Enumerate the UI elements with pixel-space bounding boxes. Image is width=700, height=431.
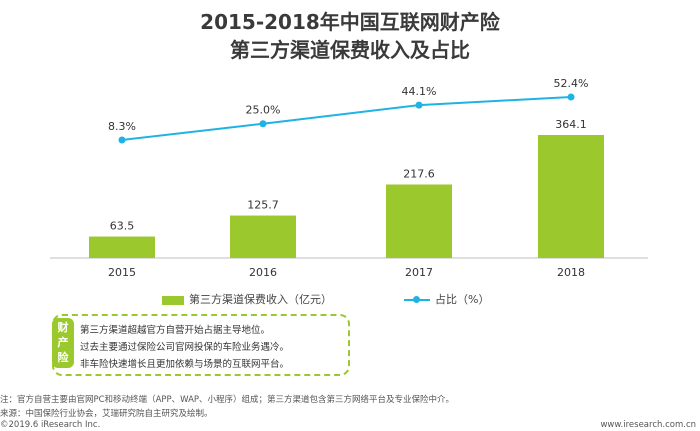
note-tab-char: 产 [57,336,69,349]
x-tick-2016: 2016 [249,266,277,279]
legend-line-swatch [404,296,430,303]
x-tick-2018: 2018 [557,266,585,279]
legend-line-label: 占比（%） [435,293,490,306]
x-tick-2017: 2017 [405,266,433,279]
chart-area: 63.5 2015 125.7 2016 217.6 2017 364.1 2018 8.3% 2… [50,77,648,279]
bar-label-2017: 217.6 [403,167,435,180]
bar-2018 [538,135,604,258]
line-point-2015 [118,136,126,144]
note-tab-char: 财 [57,321,69,334]
line-label-2018: 52.4% [554,77,589,90]
x-tick-2015: 2015 [108,266,136,279]
line-point-2016 [259,120,267,128]
note-tab-text: 财产险 [52,320,74,365]
chart-subtitle: 第三方渠道保费收入及占比 [230,38,470,62]
line-label-2016: 25.0% [246,104,281,117]
line-label-2017: 44.1% [402,85,437,98]
line-label-2015: 8.3% [108,120,136,133]
legend-bar-swatch [162,295,184,305]
note-tab: 财产险 [52,318,74,368]
note-line-2: 过去主要通过保险公司官网投保的车险业务遇冷。 [80,342,290,353]
legend-bar-label: 第三方渠道保费收入（亿元） [189,293,332,306]
note-tab-char: 险 [57,351,69,364]
chart-title: 2015-2018年中国互联网财产险 [200,10,500,34]
bar-label-2018: 364.1 [555,118,587,131]
note-line-1: 第三方渠道超越官方自营开始占据主导地位。 [80,325,271,336]
footer-source: 来源：中国保险行业协会，艾瑞研究院自主研究及绘制。 [0,409,213,419]
bar-2016 [230,215,296,258]
bar-label-2016: 125.7 [247,199,279,212]
footer-copyright: ©2019.6 iResearch Inc. [0,420,101,430]
bar-label-2015: 63.5 [110,220,135,233]
bar-2017 [386,184,452,258]
bar-2015 [89,236,155,258]
note-line-3: 非车险快速增长且更加依赖与场景的互联网平台。 [80,359,290,370]
footer-note: 注：官方自营主要由官网PC和移动终端（APP、WAP、小程序）组成；第三方渠道包… [0,395,455,405]
footer-website: www.iresearch.com.cn [600,420,696,430]
line-series [121,96,572,141]
line-point-2017 [415,101,423,109]
legend-bar: 第三方渠道保费收入（亿元） [162,291,332,307]
legend-line: 占比（%） [404,291,489,307]
line-point-2018 [567,93,575,101]
